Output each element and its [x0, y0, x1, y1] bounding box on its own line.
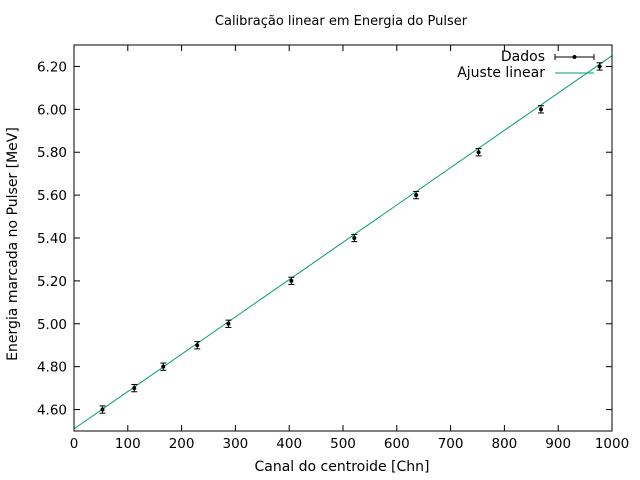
y-tick-label: 5.60: [37, 188, 67, 204]
data-marker: [226, 321, 231, 326]
x-tick-label: 900: [545, 436, 571, 452]
x-tick-label: 0: [70, 436, 79, 452]
x-tick-label: 800: [492, 436, 518, 452]
y-tick-label: 4.80: [37, 360, 67, 376]
fit-line: [73, 55, 613, 430]
data-point: [225, 319, 232, 328]
data-marker: [414, 193, 419, 198]
y-tick-label: 5.20: [37, 274, 67, 290]
data-marker: [538, 107, 543, 112]
data-point: [99, 405, 106, 414]
legend-swatch-dados-marker: [572, 55, 577, 59]
data-point: [131, 383, 138, 393]
y-tick-label: 4.60: [37, 403, 67, 419]
data-marker: [132, 386, 137, 391]
y-tick-label: 5.00: [37, 317, 67, 333]
y-axis-label: Energia marcada no Pulser [MeV]: [5, 127, 21, 361]
data-point: [537, 105, 544, 114]
data-marker: [476, 150, 481, 155]
x-tick-label: 400: [276, 436, 302, 452]
data-point: [413, 190, 420, 200]
y-tick-label: 5.80: [37, 145, 67, 161]
x-tick-label: 500: [330, 436, 356, 452]
x-tick-label: 300: [223, 436, 249, 452]
data-point: [596, 62, 603, 71]
data-marker: [352, 236, 357, 240]
data-marker: [100, 407, 105, 412]
legend-label-ajuste: Ajuste linear: [457, 65, 545, 81]
y-tick-label: 6.20: [37, 59, 67, 75]
data-point: [160, 362, 167, 371]
legend-label-dados: Dados: [501, 49, 545, 65]
plot-area: [73, 55, 613, 430]
data-point: [475, 148, 482, 157]
data-point: [351, 233, 358, 243]
x-tick-label: 600: [384, 436, 410, 452]
y-tick-label: 6.00: [37, 102, 67, 118]
data-marker: [289, 278, 294, 283]
data-marker: [195, 343, 200, 348]
x-tick-label: 200: [169, 436, 195, 452]
data-marker: [597, 64, 602, 69]
data-point: [194, 341, 201, 350]
data-point: [288, 276, 295, 286]
data-marker: [161, 364, 166, 369]
x-tick-label: 100: [115, 436, 141, 452]
x-tick-label: 700: [438, 436, 464, 452]
x-axis-label: Canal do centroide [Chn]: [254, 459, 429, 475]
x-tick-label: 1000: [595, 436, 629, 452]
y-tick-label: 5.40: [37, 231, 67, 247]
chart-title: Calibração linear em Energia do Pulser: [215, 14, 468, 29]
